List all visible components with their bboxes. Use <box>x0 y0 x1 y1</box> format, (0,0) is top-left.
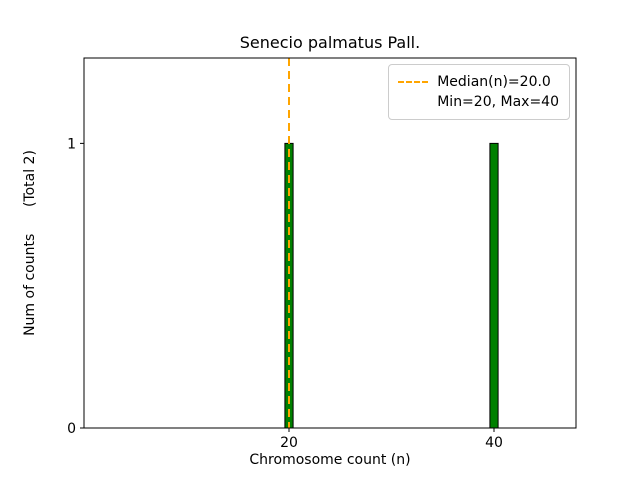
legend: Median(n)=20.0 Min=20, Max=40 <box>388 64 570 120</box>
y-axis-label: Num of counts (Total 2) <box>22 150 38 336</box>
legend-entry-minmax: Min=20, Max=40 <box>398 92 559 112</box>
x-tick-label: 20 <box>280 435 298 451</box>
x-axis-label: Chromosome count (n) <box>249 452 411 468</box>
median-dashed-line-swatch <box>398 81 429 83</box>
histogram-bar <box>489 142 499 429</box>
y-tick-label: 1 <box>67 136 76 152</box>
legend-entry-median: Median(n)=20.0 <box>398 72 559 92</box>
legend-label-minmax: Min=20, Max=40 <box>437 94 559 110</box>
legend-label-median: Median(n)=20.0 <box>437 74 551 90</box>
y-tick-label: 0 <box>67 421 76 437</box>
chart-title: Senecio palmatus Pall. <box>239 33 421 52</box>
x-tick-label: 40 <box>485 435 503 451</box>
axes-frame <box>83 57 577 429</box>
